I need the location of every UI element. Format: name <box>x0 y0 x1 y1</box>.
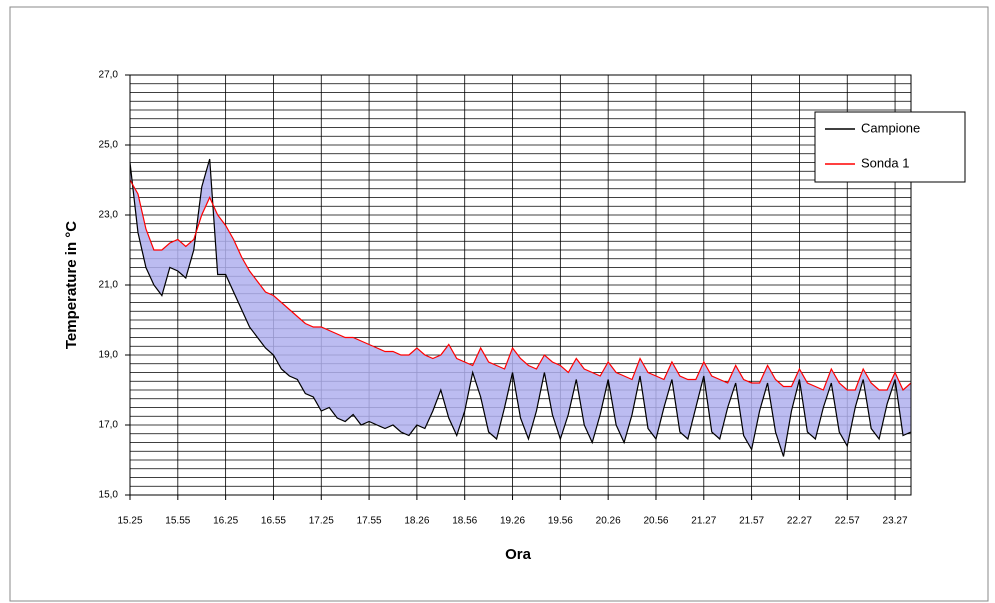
x-tick-label: 21.27 <box>691 516 716 527</box>
series-line <box>129 158 912 457</box>
y-tick-label: 15,0 <box>99 490 119 501</box>
legend-box <box>814 111 966 183</box>
x-tick-label: 16.55 <box>261 516 286 527</box>
x-tick-label: 15.25 <box>117 516 142 527</box>
series-line <box>129 179 912 391</box>
y-axis-title: Temperature in °C <box>63 221 80 349</box>
y-tick-label: 21,0 <box>99 280 119 291</box>
x-tick-label: 15.55 <box>165 516 190 527</box>
y-tick-label: 27,0 <box>99 70 119 81</box>
x-axis-title: Ora <box>505 546 532 563</box>
x-tick-label: 20.56 <box>643 516 668 527</box>
x-tick-label: 16.25 <box>213 516 238 527</box>
x-tick-label: 17.25 <box>309 516 334 527</box>
x-tick-label: 23.27 <box>883 516 908 527</box>
x-tick-label: 18.26 <box>404 516 429 527</box>
x-tick-label: 17.55 <box>357 516 382 527</box>
legend-label: Sonda 1 <box>861 155 909 170</box>
y-tick-label: 25,0 <box>99 140 119 151</box>
x-tick-label: 19.56 <box>548 516 573 527</box>
legend-label: Campione <box>861 120 920 135</box>
y-tick-label: 23,0 <box>99 210 119 221</box>
x-tick-label: 19.26 <box>500 516 525 527</box>
legend: Campione Sonda 1 <box>814 111 966 183</box>
y-tick-label: 17,0 <box>99 420 119 431</box>
fill-between <box>130 159 911 457</box>
x-tick-label: 20.26 <box>596 516 621 527</box>
x-tick-label: 21.57 <box>739 516 764 527</box>
x-tick-label: 18.56 <box>452 516 477 527</box>
y-tick-label: 19,0 <box>99 350 119 361</box>
x-tick-label: 22.27 <box>787 516 812 527</box>
x-tick-label: 22.57 <box>835 516 860 527</box>
